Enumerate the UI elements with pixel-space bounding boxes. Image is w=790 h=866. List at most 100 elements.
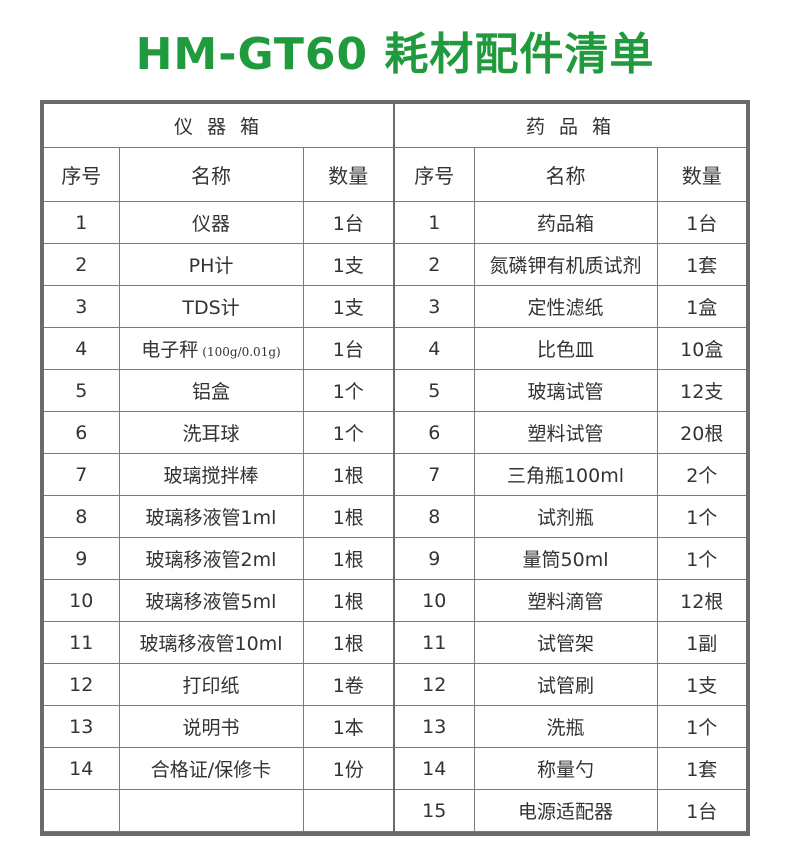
cell-name: 试剂瓶 [473,495,658,538]
cell-name: 氮磷钾有机质试剂 [473,243,658,286]
cell-no: 4 [44,327,120,370]
cell-qty: 1份 [302,747,395,790]
cell-no [44,789,120,832]
cell-name: 合格证/保修卡 [118,747,304,790]
page-title: HM-GT60 耗材配件清单 [135,29,655,80]
cell-name: 玻璃移液管5ml [118,579,304,622]
cell-no: 7 [393,453,475,496]
cell-qty-text: 1根 [332,591,364,613]
cell-qty-text: 1根 [332,507,364,529]
cell-name-text: 打印纸 [182,675,240,697]
table-row: 2 PH计 1支 2 氮磷钾有机质试剂 1套 [44,243,746,286]
cell-no: 6 [44,411,120,454]
cell-no-text: 5 [428,379,441,402]
table-row: 12 打印纸 1卷 12 试管刷 1支 [44,663,746,706]
cell-qty: 1台 [656,789,746,832]
cell-name-text: 塑料滴管 [527,591,604,613]
cell-qty: 1支 [302,285,395,328]
cell-no-text: 9 [428,547,441,570]
cell-qty: 1卷 [302,663,395,706]
cell-no-text: 14 [69,757,94,780]
table-row: 1 仪器 1台 1 药品箱 1台 [44,201,746,244]
cell-name-text: 仪器 [191,213,230,235]
cell-qty: 1根 [302,621,395,664]
cell-name: 玻璃移液管2ml [118,537,304,580]
cell-qty: 1根 [302,495,395,538]
cell-name: 仪器 [118,201,304,244]
cell-name-text: 洗瓶 [546,717,585,739]
table-row: 8 玻璃移液管1ml 1根 8 试剂瓶 1个 [44,495,746,538]
cell-no: 1 [44,201,120,244]
cell-qty: 1本 [302,705,395,748]
cell-qty-text: 1本 [332,717,364,739]
cell-no: 13 [44,705,120,748]
cell-no: 5 [44,369,120,412]
cell-qty-text: 1副 [686,633,718,655]
cell-name-text: 塑料试管 [527,423,604,445]
column-header-qty: 数量 [302,147,395,202]
cell-qty: 1支 [302,243,395,286]
cell-name: 称量勺 [473,747,658,790]
cell-no-text: 2 [75,253,88,276]
cell-no-text: 12 [422,673,447,696]
cell-name-text: 试剂瓶 [536,507,594,529]
cell-name: 塑料试管 [473,411,658,454]
cell-name: 玻璃移液管1ml [118,495,304,538]
cell-name: 打印纸 [118,663,304,706]
cell-no-text: 10 [69,589,94,612]
cell-no-text: 8 [75,505,88,528]
cell-name-text: 药品箱 [536,213,594,235]
cell-name: 比色皿 [473,327,658,370]
cell-no: 8 [44,495,120,538]
cell-no-text: 10 [422,589,447,612]
section-heading-instrument-box: 仪 器 箱 [44,104,395,148]
cell-no-text: 9 [75,547,88,570]
cell-no: 14 [393,747,475,790]
cell-name: 玻璃移液管10ml [118,621,304,664]
cell-name-text: 电子秤 [141,339,199,361]
cell-qty: 1个 [302,369,395,412]
cell-name-text: 玻璃移液管1ml [145,507,277,529]
cell-no-text: 1 [428,211,441,234]
column-header-name: 名称 [473,147,658,202]
cell-name: 说明书 [118,705,304,748]
cell-no-text: 14 [422,757,447,780]
cell-no-text: 7 [75,463,88,486]
cell-no-text: 15 [422,799,447,822]
cell-qty: 12根 [656,579,746,622]
cell-no-text: 12 [69,673,94,696]
cell-qty: 1根 [302,453,395,496]
cell-qty-text: 20根 [680,423,724,445]
cell-no-text: 13 [422,715,447,738]
cell-qty-text: 1支 [332,297,364,319]
cell-no-text: 5 [75,379,88,402]
cell-no: 8 [393,495,475,538]
cell-no: 13 [393,705,475,748]
cell-qty-text: 1个 [686,717,718,739]
cell-name: 电子秤 (100g/0.01g) [118,327,304,370]
cell-name: 洗瓶 [473,705,658,748]
cell-no: 6 [393,411,475,454]
cell-no-text: 3 [75,295,88,318]
cell-name-note: (100g/0.01g) [202,345,281,359]
parts-list-table: 仪 器 箱 药 品 箱 序号 名称 数量 序号 名称 数量 1 仪器 1台 1 药品箱 1… [40,100,750,836]
cell-qty: 1根 [302,579,395,622]
cell-qty: 1套 [656,747,746,790]
column-header-no: 序号 [44,147,120,202]
column-header-no: 序号 [393,147,475,202]
cell-name-text: 定性滤纸 [527,297,604,319]
cell-name-text: 比色皿 [536,339,594,361]
cell-qty-text: 1根 [332,465,364,487]
cell-no: 12 [393,663,475,706]
cell-name: 试管刷 [473,663,658,706]
cell-name-text: 电源适配器 [517,801,613,823]
cell-name-text: 试管架 [536,633,594,655]
cell-no: 2 [393,243,475,286]
cell-name: TDS计 [118,285,304,328]
cell-qty-text: 10盒 [680,339,724,361]
cell-qty: 10盒 [656,327,746,370]
cell-no: 1 [393,201,475,244]
cell-qty-text: 1卷 [332,675,364,697]
cell-name-text: 量筒50ml [522,549,609,571]
table-row: 15 电源适配器 1台 [44,789,746,832]
